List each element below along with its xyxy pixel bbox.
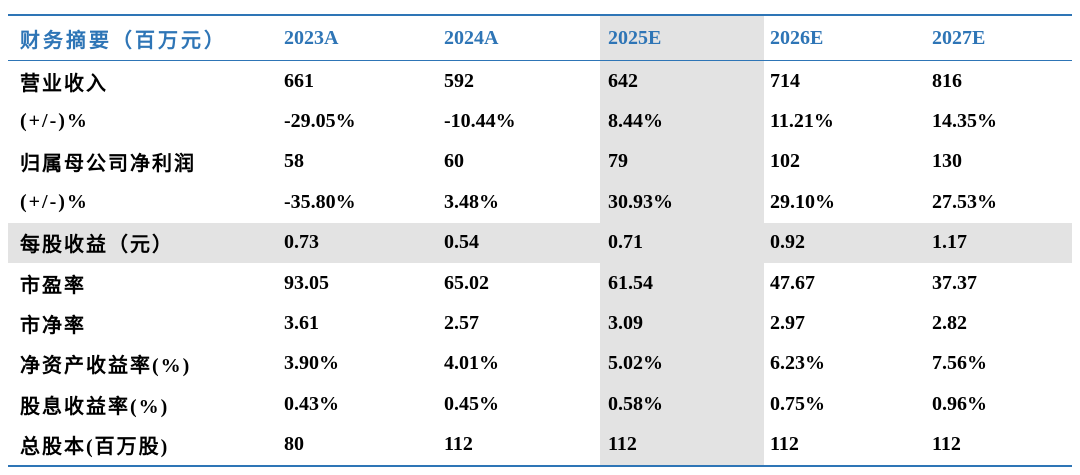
- table-row-total-shares: 总股本(百万股) 80 112 112 112 112: [8, 424, 1072, 465]
- cell-2025e: 5.02%: [600, 343, 764, 385]
- cell-2023a: 80: [284, 433, 304, 456]
- cell-2026e: 112: [770, 433, 799, 456]
- cell-2024a: 2.57: [444, 312, 479, 335]
- cell-2023a: 3.61: [284, 312, 319, 335]
- table-row-eps: 每股收益（元） 0.73 0.54 0.71 0.92 1.17: [8, 222, 1072, 264]
- cell-2023a: 93.05: [284, 271, 329, 294]
- cell-2023a: -35.80%: [284, 190, 356, 213]
- cell-2024a: 65.02: [444, 271, 489, 294]
- cell-2025e: 30.93%: [600, 182, 764, 223]
- cell-2023a: 3.90%: [284, 352, 339, 375]
- row-label: 市盈率: [20, 274, 86, 297]
- table-row-dividend-yield: 股息收益率(%) 0.43% 0.45% 0.58% 0.75% 0.96%: [8, 384, 1072, 425]
- table-row-net-profit-growth: (+/-)% -35.80% 3.48% 30.93% 29.10% 27.53…: [8, 182, 1072, 223]
- header-2024a: 2024A: [444, 26, 499, 49]
- cell-2025e: 61.54: [600, 262, 764, 304]
- table-row-pe: 市盈率 93.05 65.02 61.54 47.67 37.37: [8, 262, 1072, 304]
- row-label: 归属母公司净利润: [20, 153, 196, 176]
- cell-2025e: 3.09: [600, 303, 764, 344]
- cell-2027e: 37.37: [932, 271, 977, 294]
- cell-2025e: 642: [600, 61, 764, 102]
- cell-2026e: 0.75%: [770, 392, 825, 415]
- cell-2025e: 0.71: [600, 222, 764, 263]
- cell-2025e: 0.58%: [600, 384, 764, 425]
- cell-2025e: 79: [600, 141, 764, 183]
- cell-2027e: 14.35%: [932, 110, 997, 133]
- cell-2025e: 8.44%: [600, 101, 764, 142]
- row-label: 每股收益（元）: [20, 234, 174, 257]
- table-row-revenue-growth: (+/-)% -29.05% -10.44% 8.44% 11.21% 14.3…: [8, 101, 1072, 142]
- cell-2025e: 112: [600, 424, 764, 465]
- header-label: 财务摘要（百万元）: [20, 29, 227, 52]
- cell-2027e: 27.53%: [932, 190, 997, 213]
- row-label: 股息收益率(%): [20, 395, 170, 418]
- row-label: 营业收入: [20, 72, 108, 95]
- cell-2024a: 112: [444, 433, 473, 456]
- cell-2027e: 7.56%: [932, 352, 987, 375]
- cell-2024a: 592: [444, 69, 474, 92]
- cell-2024a: 3.48%: [444, 190, 499, 213]
- cell-2027e: 130: [932, 150, 962, 173]
- cell-2026e: 2.97: [770, 312, 805, 335]
- cell-2024a: -10.44%: [444, 110, 516, 133]
- table-row-net-profit: 归属母公司净利润 58 60 79 102 130: [8, 141, 1072, 183]
- cell-2027e: 2.82: [932, 312, 967, 335]
- cell-2023a: -29.05%: [284, 110, 356, 133]
- header-2025e: 2025E: [600, 16, 764, 60]
- cell-2024a: 60: [444, 150, 464, 173]
- cell-2027e: 0.96%: [932, 392, 987, 415]
- table-row-pb: 市净率 3.61 2.57 3.09 2.97 2.82: [8, 303, 1072, 344]
- header-2023a: 2023A: [284, 26, 339, 49]
- cell-2027e: 816: [932, 69, 962, 92]
- cell-2026e: 11.21%: [770, 110, 834, 133]
- cell-2026e: 0.92: [770, 231, 805, 254]
- cell-2026e: 102: [770, 150, 800, 173]
- cell-2026e: 47.67: [770, 271, 815, 294]
- table-row-roe: 净资产收益率(%) 3.90% 4.01% 5.02% 6.23% 7.56%: [8, 343, 1072, 385]
- table-header-row: 财务摘要（百万元） 2023A 2024A 2025E 2026E 2027E: [8, 16, 1072, 61]
- row-label: (+/-)%: [20, 190, 89, 213]
- cell-2024a: 0.54: [444, 231, 479, 254]
- row-label: (+/-)%: [20, 110, 89, 133]
- cell-2023a: 661: [284, 69, 314, 92]
- header-2027e: 2027E: [932, 26, 986, 49]
- cell-2026e: 714: [770, 69, 800, 92]
- cell-2027e: 1.17: [932, 231, 967, 254]
- row-label: 市净率: [20, 315, 86, 338]
- header-2026e: 2026E: [770, 26, 824, 49]
- cell-2026e: 6.23%: [770, 352, 825, 375]
- cell-2024a: 4.01%: [444, 352, 499, 375]
- cell-2023a: 58: [284, 150, 304, 173]
- row-label: 净资产收益率(%): [20, 355, 192, 378]
- cell-2027e: 112: [932, 433, 961, 456]
- cell-2026e: 29.10%: [770, 190, 835, 213]
- cell-2023a: 0.73: [284, 231, 319, 254]
- financial-summary-table: 财务摘要（百万元） 2023A 2024A 2025E 2026E 2027E …: [8, 14, 1072, 467]
- cell-2023a: 0.43%: [284, 392, 339, 415]
- row-label: 总股本(百万股): [20, 436, 170, 459]
- cell-2024a: 0.45%: [444, 392, 499, 415]
- table-row-revenue: 营业收入 661 592 642 714 816: [8, 61, 1072, 102]
